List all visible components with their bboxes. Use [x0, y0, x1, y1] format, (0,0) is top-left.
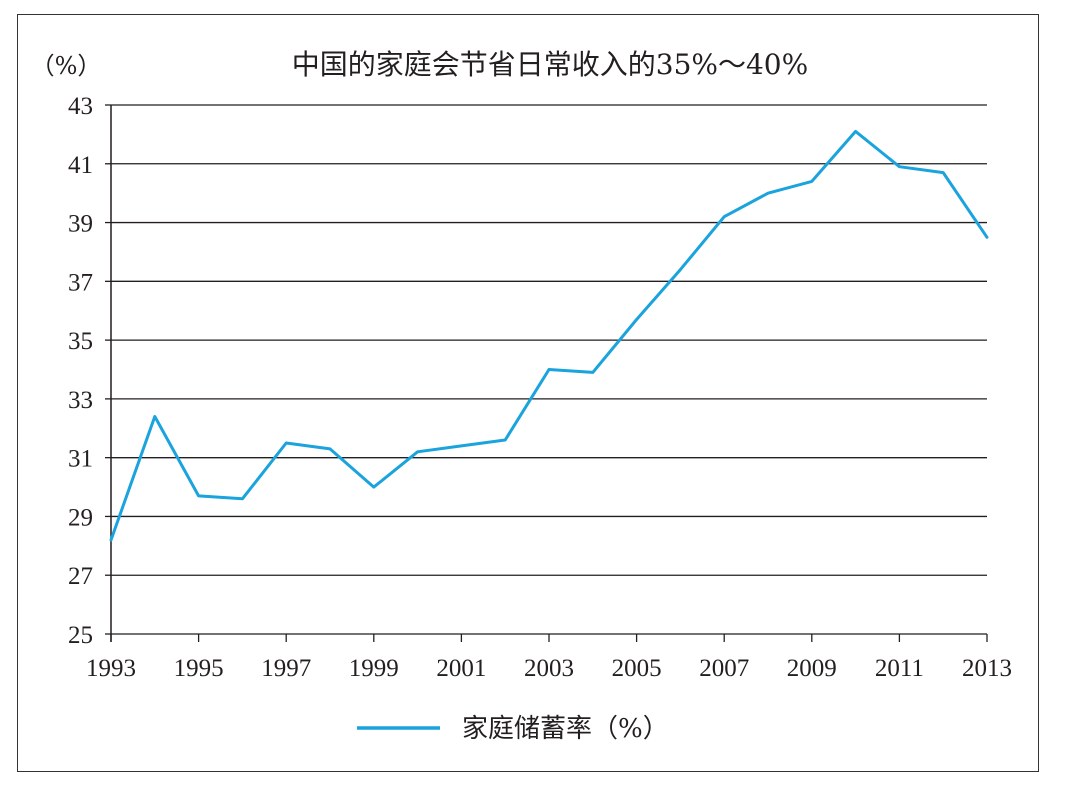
x-tick-label: 1999 — [349, 655, 399, 682]
y-tick-label: 41 — [68, 152, 93, 179]
x-tick-label: 2011 — [875, 655, 924, 682]
x-tick-label: 2005 — [612, 655, 662, 682]
axes — [105, 104, 988, 642]
y-tick-label: 39 — [68, 211, 93, 238]
legend-label: 家庭储蓄率（%） — [462, 714, 669, 744]
y-tick-label: 27 — [68, 563, 93, 590]
x-tick-label: 2001 — [436, 655, 486, 682]
chart-title: 中国的家庭会节省日常收入的35%～40% — [292, 48, 808, 81]
y-tick-label: 37 — [68, 269, 93, 296]
y-tick-label: 31 — [68, 446, 93, 473]
x-tick-label: 1997 — [261, 655, 311, 682]
y-tick-label: 29 — [68, 504, 93, 531]
x-tick-label: 2007 — [699, 655, 749, 682]
legend: 家庭储蓄率（%） — [357, 714, 669, 744]
y-tick-label: 33 — [68, 387, 93, 414]
x-tick-label: 1995 — [174, 655, 224, 682]
x-tick-label: 2003 — [524, 655, 574, 682]
chart-frame — [17, 14, 1039, 772]
y-tick-label: 35 — [68, 328, 93, 355]
series-layer — [109, 129, 989, 542]
y-tick-labels: 25 27 29 31 33 35 37 39 41 43 — [68, 93, 93, 649]
x-tick-label: 2013 — [962, 655, 1012, 682]
x-tick-label: 2009 — [787, 655, 837, 682]
x-tick-labels: 1993 1995 1997 1999 2001 2003 2005 2007 2009 2011… — [86, 655, 1012, 682]
y-tick-label: 25 — [68, 622, 93, 649]
series-line-0 — [109, 129, 989, 542]
y-axis-unit-label: （%） — [31, 52, 102, 80]
grid-lines — [111, 104, 987, 635]
y-tick-label: 43 — [68, 93, 93, 120]
x-tick-label: 1993 — [86, 655, 136, 682]
